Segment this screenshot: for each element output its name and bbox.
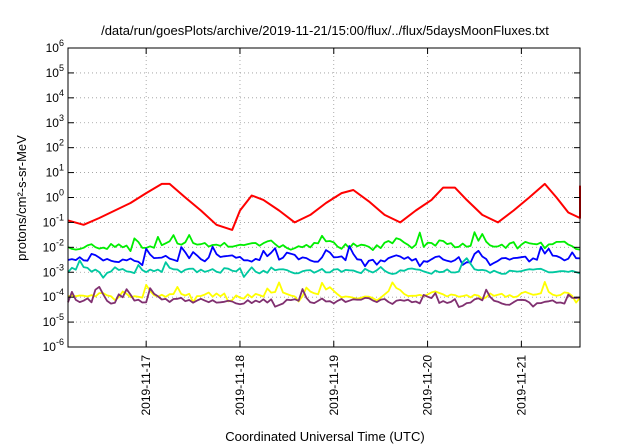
grid <box>68 48 580 347</box>
y-tick-label: 101 <box>46 163 64 180</box>
y-tick-exponent: -3 <box>56 262 64 272</box>
y-tick-label: 105 <box>46 63 64 80</box>
series-line <box>67 245 581 268</box>
series-line <box>67 281 581 304</box>
x-tick-label: 2019-11-21 <box>514 355 528 416</box>
y-tick-base: 10 <box>46 116 60 130</box>
y-tick-label: 102 <box>46 138 64 155</box>
y-tick-exponent: 3 <box>59 113 64 123</box>
y-axis: 10610510410310210110010-110-210-310-410-… <box>43 38 580 354</box>
series-line <box>67 257 581 279</box>
y-tick-base: 10 <box>46 91 60 105</box>
y-tick-exponent: 6 <box>59 38 64 48</box>
y-tick-exponent: -6 <box>56 337 64 347</box>
y-tick-base: 10 <box>46 141 60 155</box>
x-tick-label: 2019-11-20 <box>421 355 435 416</box>
y-tick-label: 10-3 <box>43 262 64 279</box>
y-tick-base: 10 <box>43 265 57 279</box>
y-tick-label: 104 <box>46 88 64 105</box>
y-tick-exponent: 1 <box>59 163 64 173</box>
series-layer <box>67 182 581 308</box>
x-axis: 2019-11-17 2019-11-18 2019-11-19 2019-11-20… <box>139 48 528 416</box>
y-tick-label: 10-1 <box>43 212 64 229</box>
y-tick-exponent: 2 <box>59 138 64 148</box>
y-tick-base: 10 <box>46 41 60 55</box>
y-tick-base: 10 <box>43 215 57 229</box>
y-tick-base: 10 <box>43 315 57 329</box>
y-tick-exponent: 4 <box>59 88 64 98</box>
y-tick-label: 106 <box>46 38 64 55</box>
y-tick-base: 10 <box>46 166 60 180</box>
y-tick-base: 10 <box>43 340 57 354</box>
y-axis-label: protons/cm²-s-sr-MeV <box>14 135 29 261</box>
y-tick-exponent: 0 <box>59 188 64 198</box>
y-tick-label: 10-2 <box>43 237 64 254</box>
y-tick-label: 103 <box>46 113 64 130</box>
y-tick-base: 10 <box>43 290 57 304</box>
y-tick-base: 10 <box>43 240 57 254</box>
y-tick-label: 10-6 <box>43 337 64 354</box>
x-tick-label: 2019-11-18 <box>233 355 247 416</box>
x-axis-label: Coordinated Universal Time (UTC) <box>225 429 424 444</box>
y-tick-label: 100 <box>46 188 64 205</box>
y-tick-exponent: -5 <box>56 312 64 322</box>
y-tick-label: 10-5 <box>43 312 64 329</box>
chart-title: /data/run/goesPlots/archive/2019-11-21/1… <box>101 23 549 38</box>
y-tick-base: 10 <box>46 66 60 80</box>
series-line <box>67 182 581 231</box>
x-tick-label: 2019-11-19 <box>327 355 341 416</box>
series-line <box>67 231 581 252</box>
y-tick-label: 10-4 <box>43 287 64 304</box>
y-tick-base: 10 <box>46 191 60 205</box>
y-tick-exponent: -1 <box>56 212 64 222</box>
y-tick-exponent: -2 <box>56 237 64 247</box>
series-line <box>67 286 581 308</box>
y-tick-exponent: 5 <box>59 63 64 73</box>
x-tick-label: 2019-11-17 <box>139 355 153 416</box>
y-tick-exponent: -4 <box>56 287 64 297</box>
